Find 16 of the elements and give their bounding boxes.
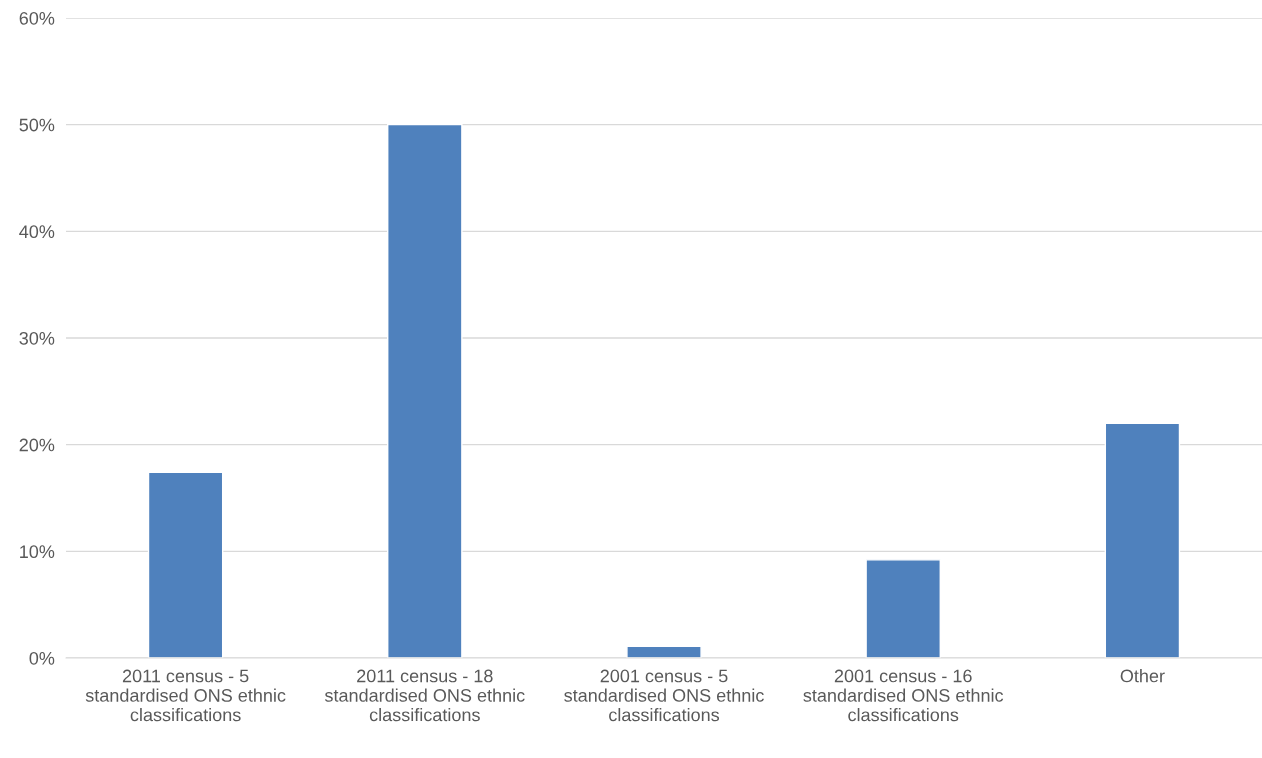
bar <box>1104 422 1181 658</box>
y-tick-label: 0% <box>29 651 55 665</box>
x-tick-label: 2011 census - 5 standardised ONS ethnic classifications <box>85 669 286 722</box>
x-tick-label: 2001 census - 16 standardised ONS ethnic classifications <box>803 669 1004 722</box>
y-tick-label: 60% <box>19 11 55 25</box>
bar <box>147 471 224 658</box>
x-tick-label: 2011 census - 18 standardised ONS ethnic classifications <box>324 669 525 722</box>
x-tick-label: Other <box>1120 669 1165 683</box>
x-tick-label: 2001 census - 5 standardised ONS ethnic classifications <box>564 669 764 722</box>
y-tick-label: 50% <box>19 118 55 132</box>
bar <box>387 123 463 658</box>
y-tick-label: 30% <box>19 331 55 345</box>
y-tick-label: 20% <box>19 438 55 452</box>
y-tick-label: 40% <box>19 225 55 239</box>
y-tick-label: 10% <box>20 545 55 559</box>
bar <box>865 559 941 658</box>
